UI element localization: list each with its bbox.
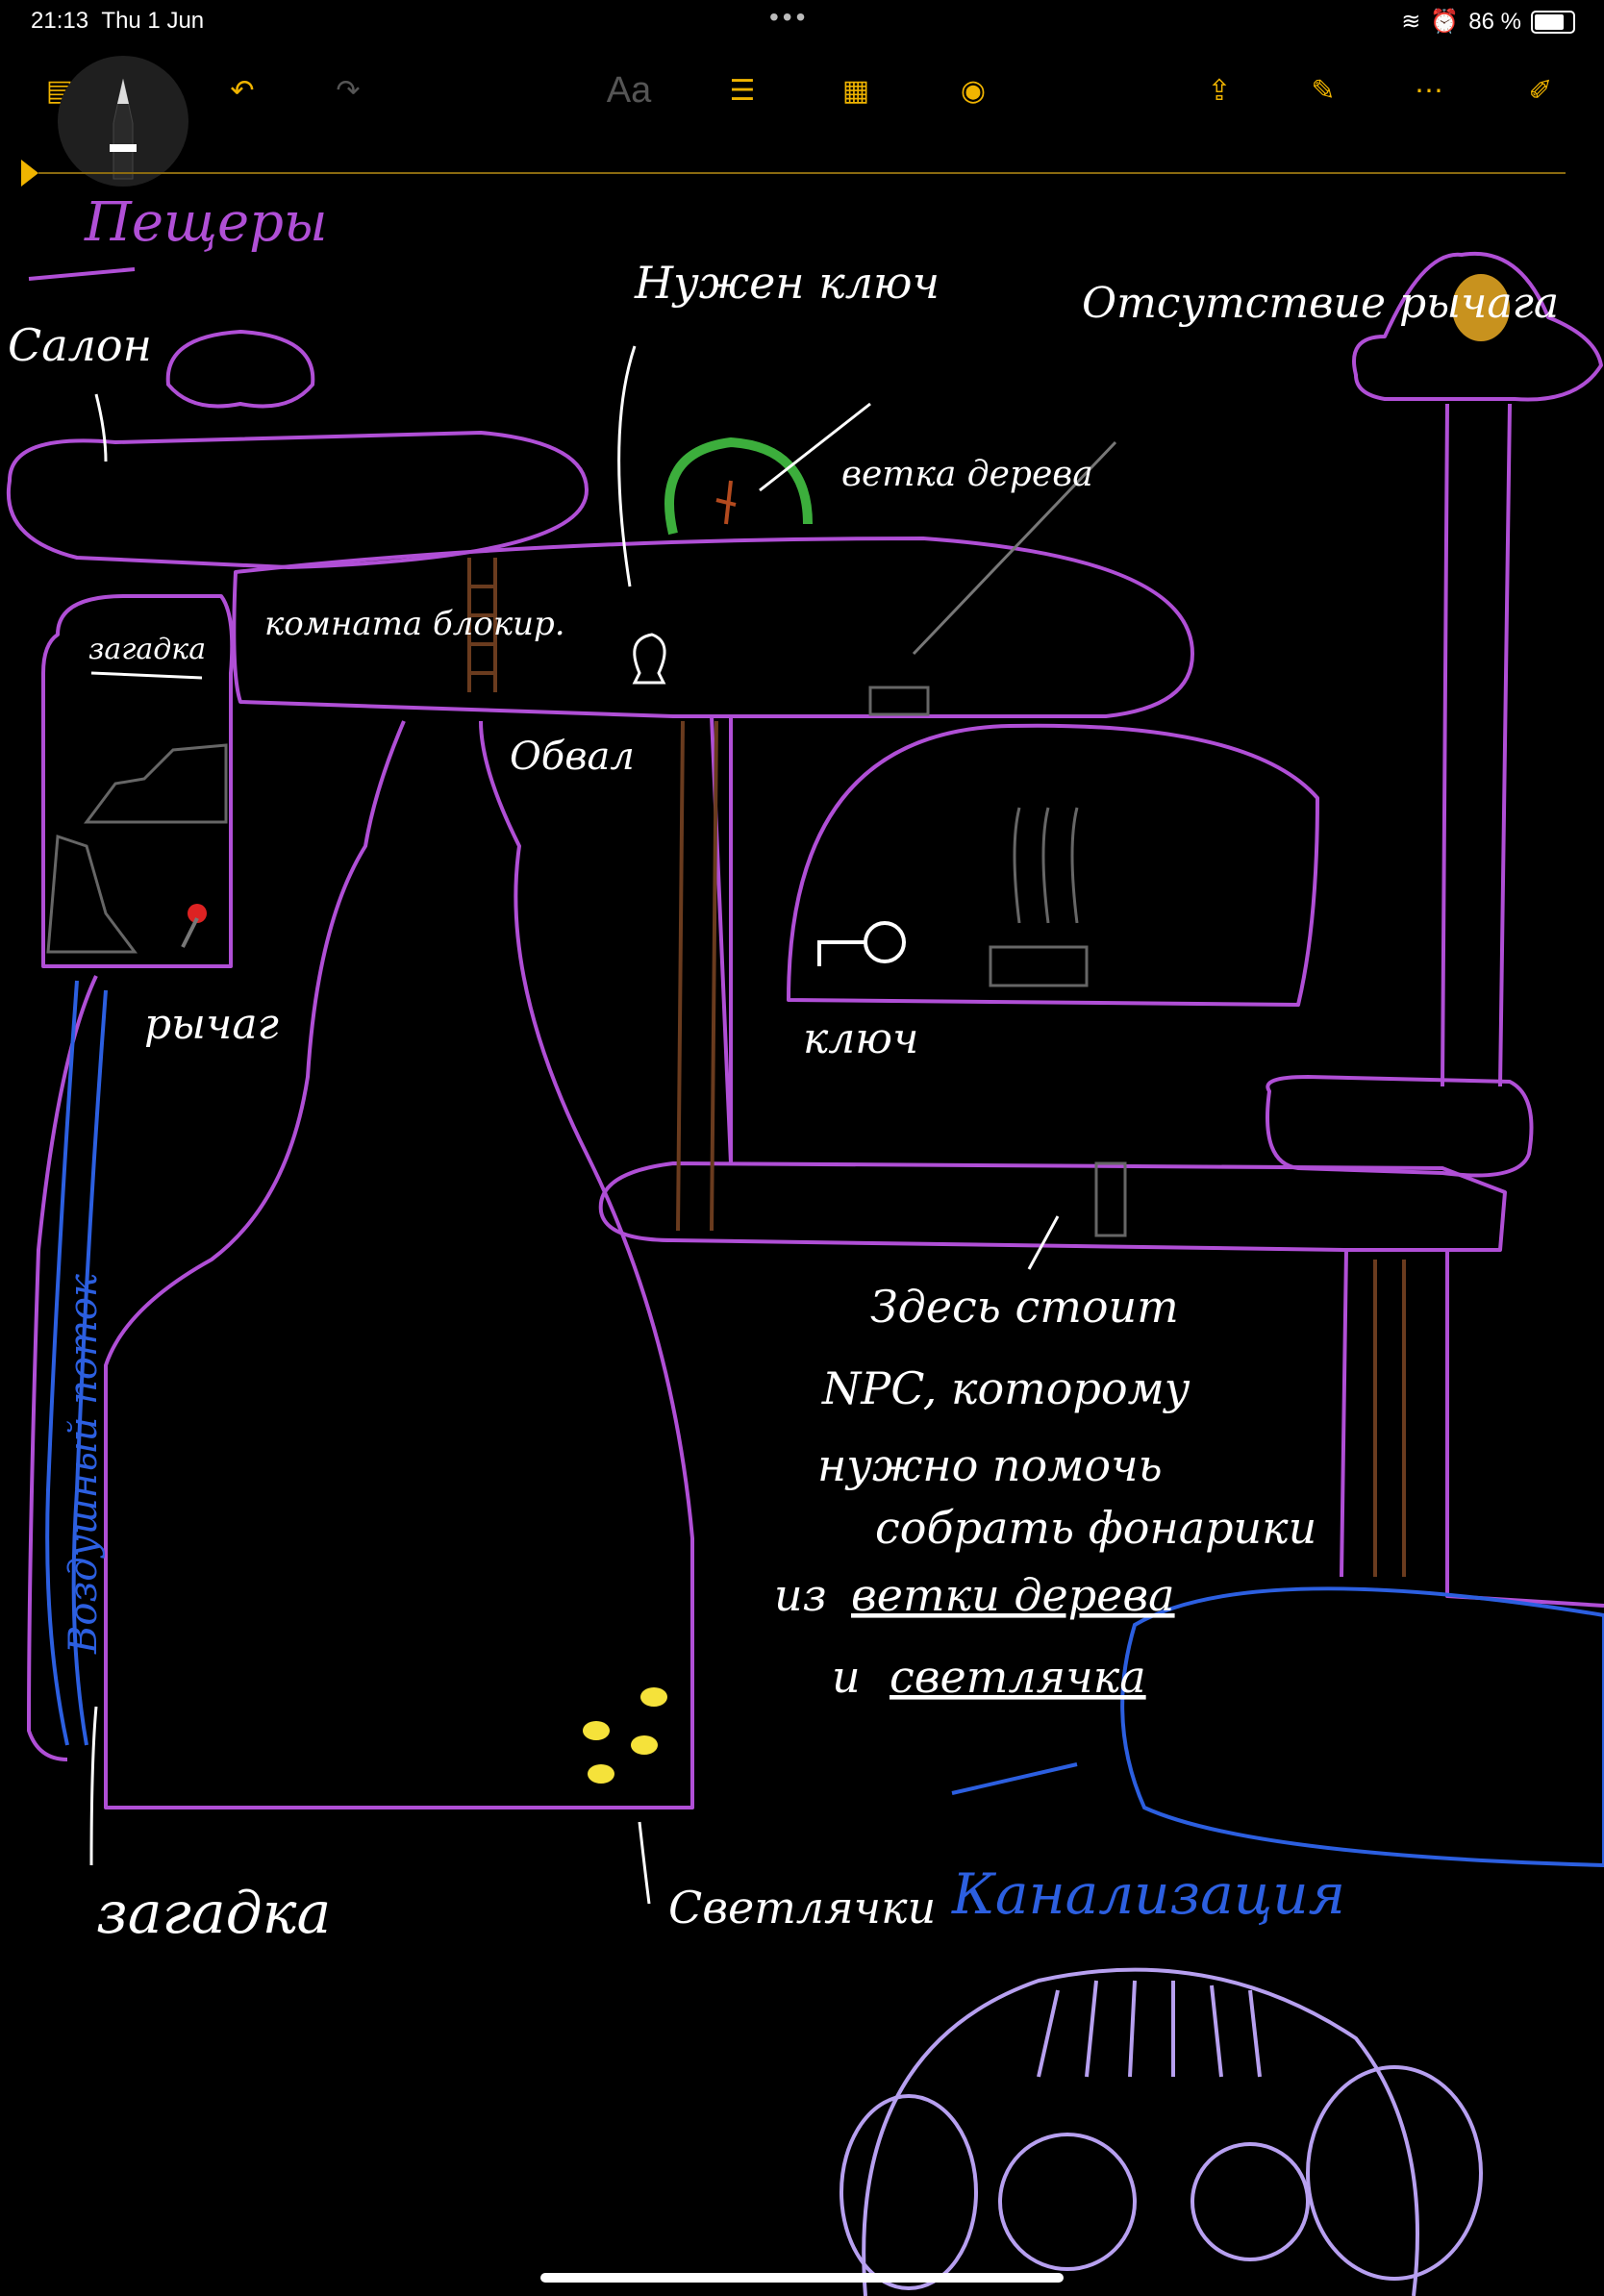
- lever-icon: [188, 904, 207, 923]
- label-key: ключ: [803, 1014, 918, 1063]
- undo-icon[interactable]: ↶: [230, 74, 255, 107]
- status-bar: 21:13 Thu 1 Jun ••• ≋ ⏰ 86 %: [0, 0, 1604, 46]
- label-npc-2: NPC, которому: [821, 1362, 1190, 1414]
- water-lines: [45, 980, 1604, 1868]
- share-icon[interactable]: ⇪: [1207, 74, 1232, 107]
- compose-icon[interactable]: ✐: [1528, 74, 1553, 107]
- home-indicator[interactable]: [540, 2273, 1064, 2283]
- battery-percent: 86 %: [1468, 8, 1521, 35]
- label-npc-6b: светлячка: [890, 1651, 1146, 1703]
- hatched-blocks: [46, 686, 1127, 1237]
- branch-icon: [715, 480, 737, 525]
- label-npc-5b: ветки дерева: [851, 1569, 1175, 1621]
- label-riddle-bottom: загадка: [96, 1880, 331, 1947]
- label-lever: рычаг: [144, 1000, 279, 1049]
- label-no-lever: Отсутствие рычага: [1082, 279, 1559, 328]
- label-fireflies: Светлячки: [668, 1882, 936, 1934]
- cave-outline: [6, 251, 1604, 1809]
- fireflies-icon: [583, 1687, 667, 1784]
- label-npc-1: Здесь стоит: [870, 1281, 1179, 1333]
- redo-icon[interactable]: ↷: [336, 74, 361, 107]
- battery-icon: [1531, 10, 1575, 34]
- status-right: ≋ ⏰ 86 %: [1401, 8, 1575, 36]
- annotation-arrows: [89, 345, 1060, 1905]
- label-branch: ветка дерева: [841, 455, 1093, 494]
- label-locked-room: комната блокир.: [264, 605, 565, 643]
- markup-icon[interactable]: ✎: [1311, 74, 1336, 107]
- paper-marker-icon: [21, 160, 38, 187]
- multitask-dots-icon[interactable]: •••: [769, 2, 810, 32]
- branch-arch: [664, 437, 813, 536]
- label-riddle-top: загадка: [88, 633, 206, 666]
- lever-arrow: [912, 440, 1117, 656]
- sun-scribble: [1452, 274, 1510, 341]
- format-button[interactable]: Aa: [606, 69, 652, 111]
- label-need-key: Нужен ключ: [634, 257, 940, 309]
- pencil-tool-icon[interactable]: [58, 56, 188, 187]
- label-npc-6a: и: [832, 1651, 861, 1703]
- status-time: 21:13 Thu 1 Jun: [31, 8, 205, 34]
- label-air-stream: Воздушный поток: [62, 1274, 106, 1655]
- note-title: Пещеры: [84, 191, 328, 254]
- label-collapse: Обвал: [510, 735, 635, 779]
- notes-toolbar: ▤ ↶ ↷ Aa ☰ ▦ ◉ ⇪ ✎ ⋯ ✐: [0, 60, 1604, 129]
- checklist-icon[interactable]: ☰: [729, 74, 756, 107]
- more-icon[interactable]: ⋯: [1415, 74, 1443, 107]
- keyhole-icon: [632, 633, 666, 685]
- label-npc-5a: из: [774, 1569, 827, 1621]
- label-npc-4: собрать фонарики: [875, 1502, 1316, 1554]
- label-npc-3: нужно помочь: [817, 1439, 1163, 1491]
- camera-icon[interactable]: ◉: [960, 74, 987, 107]
- wifi-icon: ≋: [1401, 9, 1421, 35]
- face-doodle: [840, 1967, 1483, 2296]
- label-sewer: Канализация: [951, 1861, 1345, 1927]
- table-icon[interactable]: ▦: [841, 74, 870, 107]
- riddle-arrow: [90, 671, 203, 680]
- alarm-icon: ⏰: [1430, 9, 1460, 35]
- ladders: [467, 558, 1406, 1577]
- label-salon: Салон: [8, 319, 152, 371]
- key-icon: [817, 921, 906, 966]
- title-arrow: [28, 267, 136, 281]
